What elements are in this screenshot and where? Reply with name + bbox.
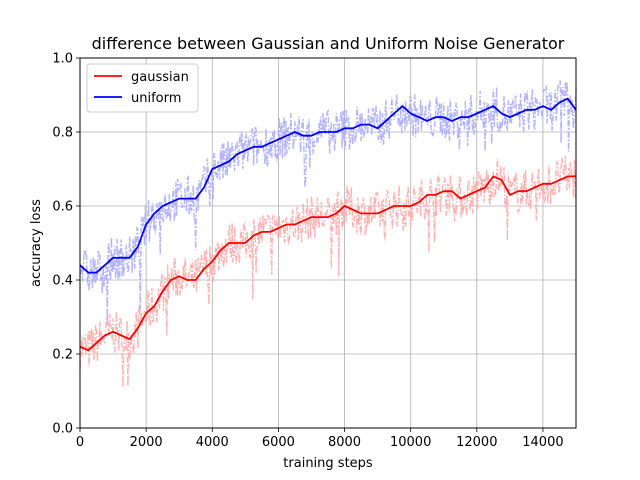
x-tick-label: 2000 — [130, 435, 163, 450]
y-axis-ticks: 0.0 0.2 0.4 0.6 0.8 1.0 — [52, 52, 80, 437]
x-tick-label: 0 — [76, 435, 84, 450]
x-tick-label: 4000 — [196, 435, 229, 450]
legend-label-uniform: uniform — [131, 91, 181, 106]
x-tick-label: 8000 — [328, 435, 361, 450]
plot-frame — [79, 57, 577, 429]
x-tick-label: 14000 — [522, 435, 563, 450]
series-line-uniform — [79, 97, 577, 274]
x-tick-label: 6000 — [262, 435, 295, 450]
y-tick-label: 0.8 — [52, 126, 73, 141]
x-axis-label: training steps — [283, 456, 373, 471]
chart-title: difference between Gaussian and Uniform … — [92, 34, 565, 53]
x-tick-label: 12000 — [456, 435, 497, 450]
raw-trace-uniform — [79, 80, 577, 326]
y-tick-label: 0.0 — [52, 422, 73, 437]
raw-series-group — [79, 80, 577, 388]
x-tick-label: 10000 — [390, 435, 431, 450]
y-tick-label: 0.2 — [52, 348, 73, 363]
y-tick-label: 1.0 — [52, 52, 73, 67]
raw-trace-gaussian — [79, 155, 577, 388]
x-axis-ticks: 0 2000 4000 6000 8000 10000 12000 14000 — [76, 428, 564, 450]
smoothed-series-group — [79, 97, 577, 352]
series-line-gaussian — [79, 175, 576, 352]
legend: gaussian uniform — [86, 63, 199, 113]
legend-label-gaussian: gaussian — [131, 70, 189, 85]
y-tick-label: 0.6 — [52, 200, 73, 215]
y-tick-label: 0.4 — [52, 274, 73, 289]
y-axis-label: accuracy loss — [29, 199, 44, 287]
